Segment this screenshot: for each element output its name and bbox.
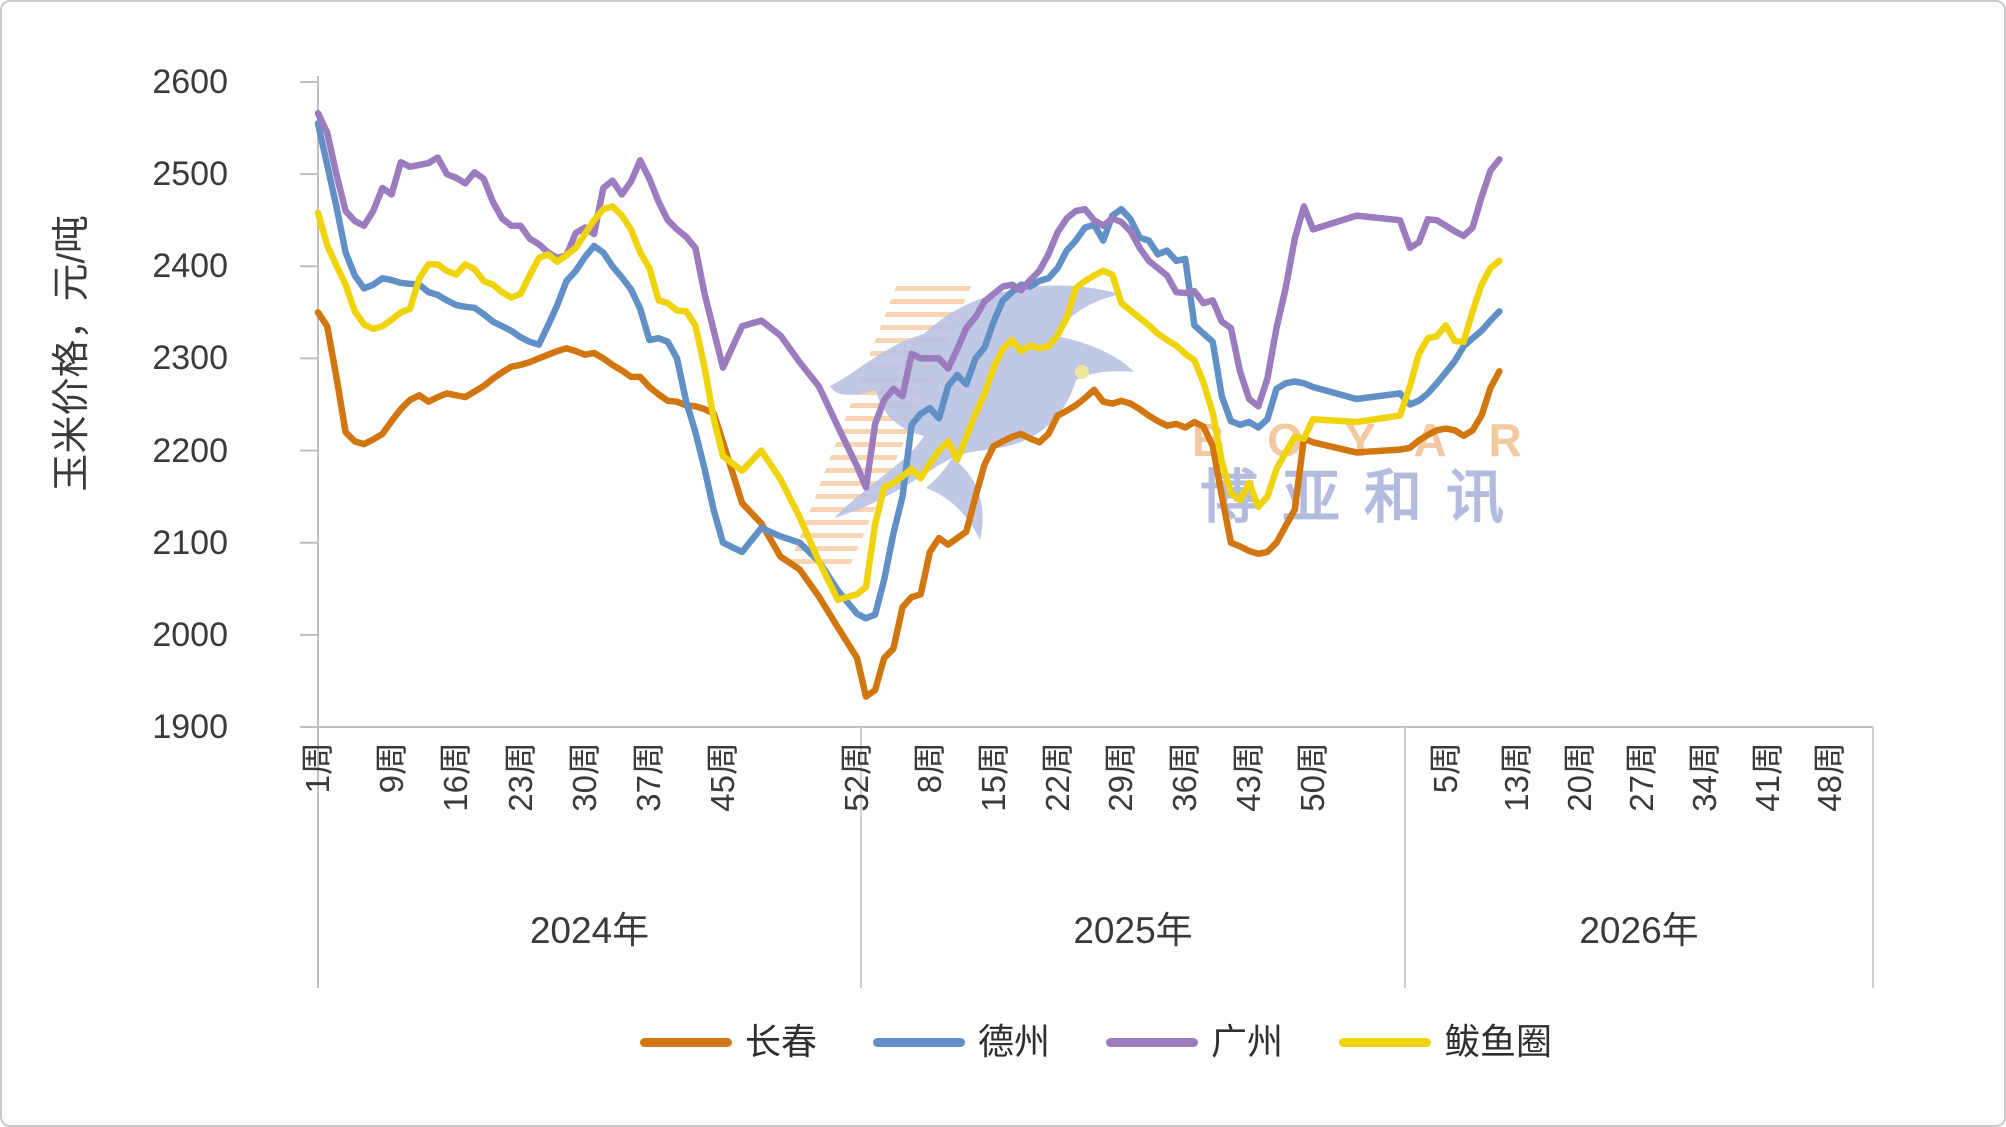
series-line-德州 bbox=[314, 120, 1503, 622]
legend-item-广州: 广州 bbox=[1106, 1022, 1283, 1062]
y-tick-label: 2300 bbox=[152, 339, 228, 378]
x-tick-label-text: 50周 bbox=[1294, 742, 1331, 812]
x-tick-label-text: 41周 bbox=[1748, 742, 1786, 812]
legend: 长春 德州 广州 鲅鱼圈 bbox=[640, 1022, 1552, 1062]
x-tick-label-text: 34周 bbox=[1686, 742, 1724, 812]
legend-label: 鲅鱼圈 bbox=[1444, 1021, 1553, 1062]
x-tick-label-text: 29周 bbox=[1102, 742, 1140, 812]
x-tick-label-text: 5周 bbox=[1426, 742, 1464, 794]
legend-swatch bbox=[873, 1037, 966, 1047]
year-label: 2024年 bbox=[529, 910, 650, 951]
x-tick-label-text: 37周 bbox=[630, 742, 668, 812]
series-line-长春 bbox=[314, 309, 1503, 700]
year-label: 2026年 bbox=[1579, 910, 1699, 951]
y-tick-label: 1900 bbox=[152, 708, 228, 746]
x-tick-label-text: 43周 bbox=[1230, 742, 1268, 812]
x-tick-label-text: 13周 bbox=[1498, 742, 1536, 812]
legend-label: 德州 bbox=[978, 1021, 1051, 1062]
x-tick-label-text: 8周 bbox=[910, 742, 948, 794]
x-tick-label-text: 9周 bbox=[372, 742, 410, 794]
x-tick-label-text: 16周 bbox=[437, 742, 475, 812]
series-line-广州 bbox=[314, 110, 1503, 491]
legend-label: 长春 bbox=[745, 1021, 818, 1062]
x-tick-label-text: 52周 bbox=[838, 742, 875, 812]
x-tick-label-text: 48周 bbox=[1811, 742, 1849, 812]
watermark-brand-cn: 博亚和讯 bbox=[1200, 465, 1529, 530]
y-tick-label: 2400 bbox=[152, 247, 228, 286]
x-tick-label-text: 20周 bbox=[1560, 742, 1598, 812]
legend-item-长春: 长春 bbox=[640, 1022, 817, 1062]
x-tick-label-text: 23周 bbox=[501, 742, 539, 812]
y-tick-label: 2100 bbox=[152, 523, 228, 562]
x-tick-label-text: 22周 bbox=[1038, 742, 1076, 812]
legend-item-德州: 德州 bbox=[873, 1022, 1050, 1062]
y-tick-label: 2600 bbox=[152, 63, 228, 101]
x-tick-label-text: 45周 bbox=[704, 742, 741, 812]
legend-label: 广州 bbox=[1211, 1021, 1284, 1062]
legend-swatch bbox=[1339, 1037, 1432, 1047]
legend-swatch bbox=[640, 1037, 732, 1047]
legend-swatch bbox=[1106, 1037, 1199, 1047]
series-line-鲅鱼圈 bbox=[314, 203, 1503, 604]
x-tick-label-text: 1周 bbox=[299, 742, 336, 794]
x-tick-label-text: 27周 bbox=[1623, 742, 1661, 812]
x-tick-label-text: 30周 bbox=[565, 742, 603, 812]
legend-item-鲅鱼圈: 鲅鱼圈 bbox=[1339, 1022, 1552, 1062]
x-tick-label-text: 15周 bbox=[974, 742, 1012, 812]
y-tick-label: 2200 bbox=[152, 431, 228, 470]
x-tick-label-text: 36周 bbox=[1166, 742, 1204, 812]
year-label: 2025年 bbox=[1073, 910, 1193, 951]
y-tick-label: 2500 bbox=[152, 155, 228, 194]
y-tick-label: 2000 bbox=[152, 615, 228, 654]
